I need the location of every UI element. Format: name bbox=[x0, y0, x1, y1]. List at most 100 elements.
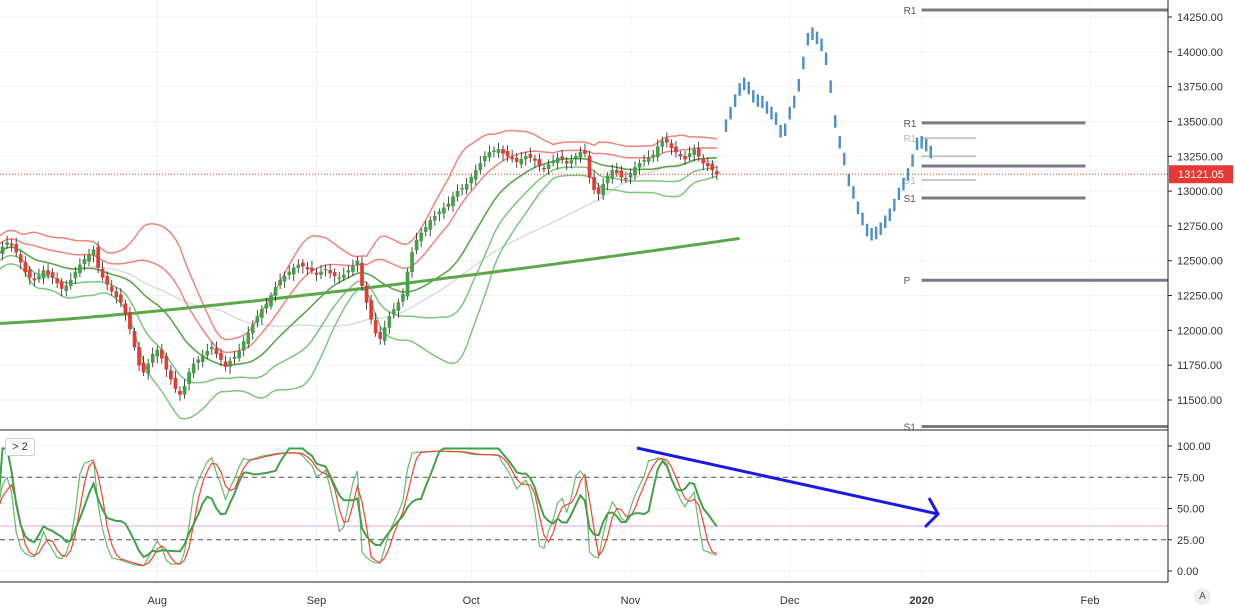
candle-body bbox=[710, 163, 715, 171]
candle-body bbox=[50, 272, 55, 278]
candle-body bbox=[669, 143, 674, 149]
time-tick-label: Sep bbox=[307, 595, 327, 607]
candle-body bbox=[715, 171, 719, 175]
candle-body bbox=[132, 330, 137, 348]
candle-body bbox=[423, 227, 428, 232]
time-tick-label: Nov bbox=[621, 595, 641, 607]
candle-body bbox=[624, 178, 628, 180]
candle-body bbox=[128, 312, 132, 330]
pivot-levels: R1 R1 R1 S1 S1 P S1 bbox=[0, 6, 1168, 433]
candle-body bbox=[264, 303, 269, 309]
candle-body bbox=[82, 259, 87, 264]
candle-body bbox=[592, 176, 596, 190]
price-tick-label: 12000.00 bbox=[1177, 325, 1223, 337]
osc-tick-label: 50.00 bbox=[1177, 504, 1205, 516]
divergence-arrow-head bbox=[923, 497, 940, 529]
candle-body bbox=[173, 377, 178, 390]
price-tick-label: 11500.00 bbox=[1177, 395, 1222, 407]
candle-body bbox=[214, 347, 219, 355]
candle-body bbox=[87, 254, 91, 262]
stoch-d-line bbox=[0, 450, 718, 566]
candle-body bbox=[692, 149, 696, 155]
candle-body bbox=[46, 270, 50, 275]
candle-body bbox=[5, 242, 9, 245]
osc-tick-label: 100.00 bbox=[1177, 441, 1211, 453]
candle-body bbox=[414, 239, 419, 251]
upper-band-outer bbox=[0, 129, 717, 341]
oscillator-pane bbox=[0, 446, 1168, 567]
candle-body bbox=[282, 275, 287, 282]
time-tick-label: Feb bbox=[1081, 595, 1100, 607]
candle-body bbox=[633, 167, 637, 176]
auto-scale-button[interactable]: A bbox=[1194, 588, 1211, 605]
candle-body bbox=[260, 309, 264, 318]
candle-body bbox=[219, 352, 223, 360]
candlestick-series bbox=[0, 132, 719, 401]
candle-body bbox=[419, 232, 423, 242]
price-tick-label: 11750.00 bbox=[1177, 360, 1222, 372]
pane-collapse-button[interactable]: > 2 bbox=[5, 438, 35, 456]
candle-body bbox=[351, 266, 355, 272]
candle-body bbox=[364, 285, 369, 303]
pivot-label: R1 bbox=[904, 6, 917, 17]
candle-body bbox=[296, 264, 301, 268]
candle-body bbox=[164, 355, 169, 370]
lower-band-inner bbox=[0, 166, 718, 384]
candle-body bbox=[23, 261, 28, 273]
candle-body bbox=[496, 149, 501, 154]
candle-body bbox=[178, 390, 182, 395]
candle-body bbox=[337, 277, 342, 279]
candle-body bbox=[642, 160, 646, 162]
candle-body bbox=[473, 169, 478, 180]
candle-body bbox=[451, 196, 455, 207]
candle-body bbox=[551, 161, 555, 164]
candle-body bbox=[382, 327, 387, 342]
candle-body bbox=[405, 271, 410, 297]
candle-body bbox=[528, 153, 533, 158]
candle-body bbox=[346, 270, 351, 273]
price-tick-label: 12250.00 bbox=[1177, 291, 1223, 303]
candle-body bbox=[615, 169, 619, 174]
candle-body bbox=[319, 271, 323, 275]
pane-indicator-count: 2 bbox=[21, 441, 28, 453]
candle-body bbox=[114, 291, 119, 298]
candle-body bbox=[73, 271, 78, 279]
candle-body bbox=[146, 363, 150, 374]
pivot-label: S1 bbox=[904, 176, 917, 187]
candle-body bbox=[646, 157, 651, 162]
osc-tick-label: 25.00 bbox=[1177, 535, 1205, 547]
candle-body bbox=[396, 302, 401, 311]
candle-body bbox=[401, 293, 405, 302]
candle-body bbox=[182, 385, 187, 395]
candle-body bbox=[205, 351, 210, 356]
candle-body bbox=[369, 300, 373, 320]
candle-body bbox=[0, 246, 5, 254]
candle-body bbox=[455, 190, 460, 197]
candle-body bbox=[574, 156, 578, 159]
pivot-label: R1 bbox=[904, 134, 917, 145]
candle-body bbox=[469, 176, 474, 184]
candle-body bbox=[68, 280, 73, 286]
candle-body bbox=[301, 262, 305, 267]
candle-body bbox=[291, 267, 296, 275]
candle-body bbox=[605, 175, 610, 184]
candle-body bbox=[410, 252, 414, 273]
time-tick-label: Dec bbox=[780, 595, 800, 607]
candle-body bbox=[373, 320, 378, 334]
osc-tick-label: 75.00 bbox=[1177, 472, 1205, 484]
candle-body bbox=[678, 154, 683, 157]
candle-body bbox=[241, 341, 246, 351]
candle-body bbox=[196, 359, 201, 363]
candle-body bbox=[250, 324, 255, 334]
candle-body bbox=[387, 316, 392, 328]
candle-body bbox=[428, 220, 433, 230]
candle-body bbox=[187, 371, 191, 385]
lower-band-outer bbox=[0, 174, 718, 420]
candle-body bbox=[583, 150, 587, 154]
candle-body bbox=[637, 163, 642, 168]
candle-body bbox=[200, 355, 205, 363]
candle-body bbox=[628, 172, 633, 178]
chevron-right-icon: > bbox=[12, 441, 19, 453]
